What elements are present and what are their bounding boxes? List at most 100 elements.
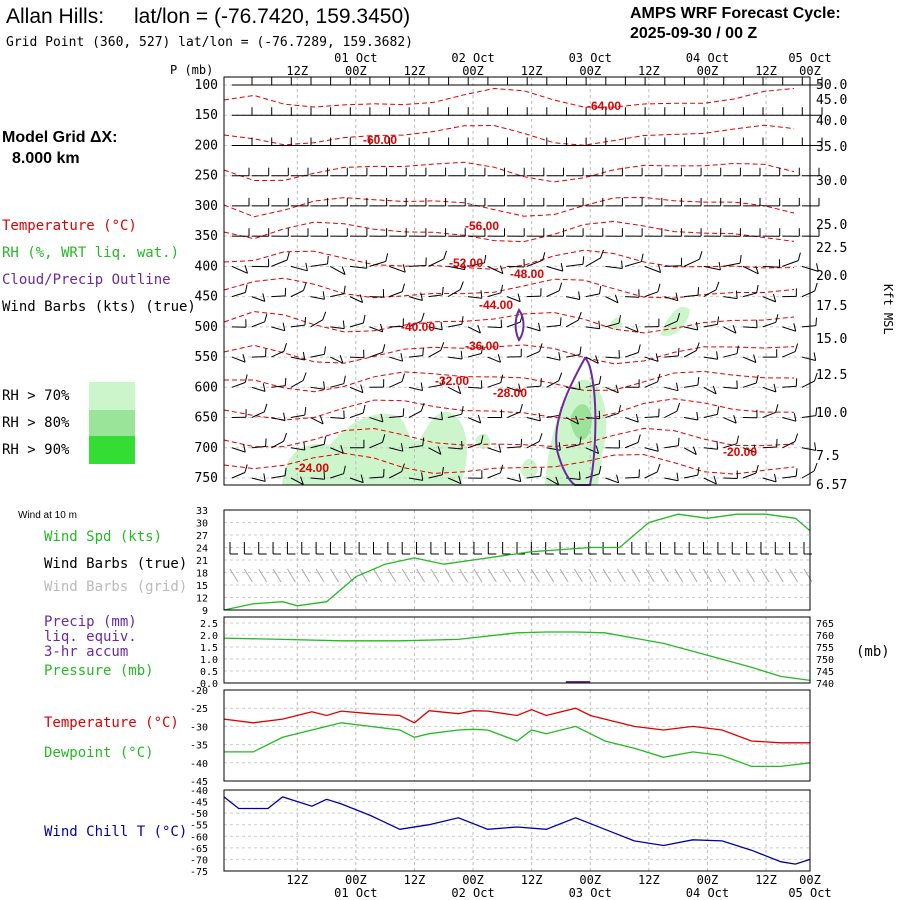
wind-barb-flag <box>735 290 738 299</box>
wind-barb-shaft <box>723 262 741 267</box>
temperature-label: -28.00 <box>493 386 527 400</box>
wind-barb-flag <box>813 352 817 361</box>
wind-barb-shaft <box>526 385 541 388</box>
temperature-label: -32.00 <box>435 374 469 388</box>
pressure-right-tick: 740 <box>816 679 834 690</box>
wind-barb-shaft <box>428 384 443 388</box>
wind-barb-shaft <box>408 445 423 449</box>
wind-barb-flag <box>343 285 346 294</box>
temperature-panel <box>223 689 811 782</box>
wind-barb-flag <box>305 262 308 271</box>
wind-barb-flag <box>518 383 521 392</box>
wind-speed-tick: 18 <box>196 569 208 580</box>
wind-barb-flag <box>440 342 445 351</box>
wind-barb-flag <box>755 374 759 384</box>
wind-barb-flag <box>421 312 425 322</box>
wind-speed-tick: 24 <box>196 544 208 555</box>
wind-barb-shaft <box>703 447 718 450</box>
wind-barb-shaft <box>290 414 305 419</box>
wind-panel <box>223 509 813 611</box>
wind-barb-shaft <box>408 296 423 301</box>
wind-barb-shaft <box>467 262 485 267</box>
wind-barb-flag <box>244 374 248 383</box>
wind-barb-flag <box>716 351 719 360</box>
wind-barb-flag <box>500 284 504 293</box>
wind-barb-shaft <box>743 326 758 329</box>
wind-barb-shaft <box>389 471 402 479</box>
pressure-right-tick: 755 <box>816 643 834 654</box>
wind-barb-flag <box>635 323 639 333</box>
temperature-tick: -30 <box>190 722 208 733</box>
wind-barb-shaft <box>389 291 403 298</box>
wind-barb-shaft <box>389 415 404 419</box>
wind-barb-shaft <box>703 265 721 271</box>
wind-barb-flag <box>359 294 364 303</box>
wind-barb-shaft <box>349 412 364 419</box>
wind-barb-flag <box>578 381 581 390</box>
temperature-contour <box>223 311 795 334</box>
temperature-label: -56.00 <box>465 219 499 233</box>
pressure-right-tick: 760 <box>816 631 834 642</box>
wind-barb-flag <box>437 446 442 455</box>
grid-barb <box>703 568 712 583</box>
top-time-label: 00Z <box>462 64 484 78</box>
wind-barb-flag <box>440 411 443 420</box>
wind-barb-shaft <box>644 416 659 419</box>
wind-barb-shaft <box>664 410 678 418</box>
wind-barb-shaft <box>330 265 346 276</box>
wind-barb-flag <box>362 314 366 324</box>
wind-barb-flag <box>244 284 248 293</box>
wind-barb-shaft <box>664 355 679 358</box>
wind-barb-flag <box>579 436 582 445</box>
wind-barb-shaft <box>428 349 442 358</box>
top-time-label: 12Z <box>404 64 426 78</box>
wind-barb-shaft <box>605 477 619 484</box>
wind-barb-shaft <box>330 473 344 479</box>
wind-barb-flag <box>284 377 287 386</box>
wind-barb-shaft <box>310 386 325 390</box>
wind-barb-shaft <box>762 477 777 483</box>
wind-barb-shaft <box>349 356 364 359</box>
temperature-tick: -40 <box>190 759 208 770</box>
wind-barb-shaft <box>349 296 363 303</box>
rh-shade-region <box>520 458 538 479</box>
wind-barb-shaft <box>369 441 383 449</box>
rh80-swatch <box>89 410 135 436</box>
wind-barb-shaft <box>801 447 816 451</box>
wind-barb-shaft <box>231 265 248 274</box>
wind-barb-flag <box>421 472 424 481</box>
precip-bar <box>565 681 591 683</box>
temperature-labels: -64.00 -60.00 -56.00 -52.00 -48.00 -44.00 -40.… <box>295 99 757 475</box>
wind-barb-flag <box>400 353 404 362</box>
dewpoint-label: Dewpoint (°C) <box>44 745 154 761</box>
wind-barb-shaft <box>605 356 620 359</box>
pressure-tick: 650 <box>195 411 218 426</box>
bottom-date-label: 02 Oct <box>451 886 494 900</box>
rh90-swatch <box>89 436 135 464</box>
wind-barb-flag <box>382 434 386 443</box>
wind-barb-flag <box>401 373 405 382</box>
grid-barb <box>789 568 799 583</box>
temperature-label: -52.00 <box>449 256 483 270</box>
wind-barb-shaft <box>723 477 738 479</box>
wind-barb-shaft <box>703 356 718 360</box>
wind-barb-shaft <box>330 293 345 298</box>
pressure-tick: 300 <box>195 199 218 214</box>
wind-barb-shaft <box>782 475 797 479</box>
wind-barb-flag <box>385 253 389 262</box>
wind-barb-flag <box>540 468 542 477</box>
grid-barb <box>803 568 813 583</box>
wind-barb-flag <box>815 407 818 416</box>
wind-barb-flag <box>440 321 443 330</box>
wind-barb-flag <box>461 440 463 450</box>
temperature-label: -60.00 <box>363 133 397 147</box>
wind-barb-shaft <box>310 263 328 267</box>
wind-barb-shaft <box>448 447 463 450</box>
pressure-panel <box>223 616 811 684</box>
wind-barb-shaft <box>467 353 482 358</box>
wind-barb-flag <box>461 316 464 325</box>
wind-barb-flag <box>323 471 326 480</box>
wind-barb-flag <box>360 474 364 483</box>
